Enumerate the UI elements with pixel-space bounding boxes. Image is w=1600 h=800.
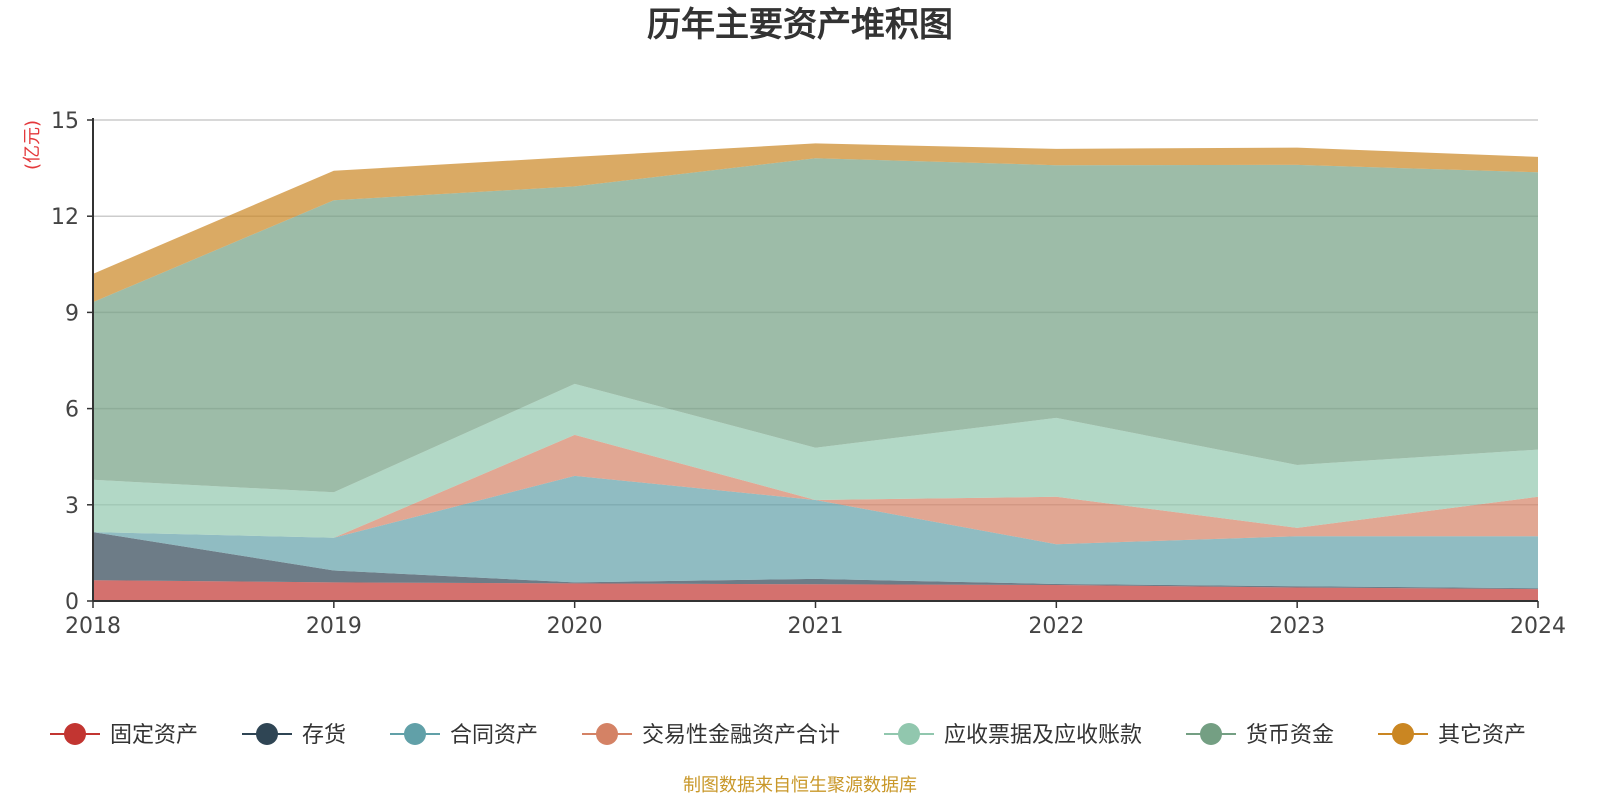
x-tick-label: 2018 <box>65 614 121 639</box>
x-tick-label: 2019 <box>306 614 362 639</box>
area-series-2 <box>93 475 1538 589</box>
legend-marker-icon <box>404 723 426 745</box>
legend-marker-icon <box>64 723 86 745</box>
area-series-4 <box>93 383 1538 538</box>
legend-label: 存货 <box>302 723 346 748</box>
legend-item-1[interactable]: 存货 <box>242 723 346 748</box>
area-series-group <box>93 143 1538 601</box>
y-tick-label: 0 <box>65 590 79 615</box>
legend-label: 货币资金 <box>1246 723 1334 748</box>
y-tick-label: 15 <box>51 109 79 134</box>
x-tick-label: 2024 <box>1510 614 1566 639</box>
legend: 固定资产 存货 合同资产 交易性金融资产合计 应收票据及应收账款 货币资金 其它资产 <box>50 723 1526 748</box>
legend-label: 合同资产 <box>450 723 538 748</box>
area-series-3 <box>93 434 1538 545</box>
x-tick-label: 2023 <box>1269 614 1325 639</box>
legend-marker-icon <box>898 723 920 745</box>
legend-item-2[interactable]: 合同资产 <box>390 723 538 748</box>
legend-label: 其它资产 <box>1438 723 1526 748</box>
x-tick-label: 2020 <box>547 614 603 639</box>
legend-label: 交易性金融资产合计 <box>642 723 840 748</box>
y-axis-unit-label: (亿元) <box>22 120 43 170</box>
y-tick-label: 6 <box>65 398 79 423</box>
area-series-0 <box>93 580 1538 601</box>
area-series-6 <box>93 143 1538 303</box>
x-tick-label: 2021 <box>788 614 844 639</box>
legend-marker-icon <box>596 723 618 745</box>
y-tick-label: 3 <box>65 494 79 519</box>
legend-label: 固定资产 <box>110 723 198 748</box>
x-tick-label: 2022 <box>1028 614 1084 639</box>
legend-item-6[interactable]: 其它资产 <box>1378 723 1526 748</box>
area-series-5 <box>93 158 1538 493</box>
y-tick-label: 12 <box>51 205 79 230</box>
legend-item-4[interactable]: 应收票据及应收账款 <box>884 723 1142 748</box>
data-source-note: 制图数据来自恒生聚源数据库 <box>683 775 917 796</box>
chart-title: 历年主要资产堆积图 <box>647 5 953 45</box>
legend-item-0[interactable]: 固定资产 <box>50 723 198 748</box>
legend-label: 应收票据及应收账款 <box>944 723 1142 748</box>
legend-marker-icon <box>256 723 278 745</box>
axes: 0 3 6 9 12 15 2018 2019 2020 2021 2022 2023 2024 <box>51 109 1566 639</box>
y-tick-label: 9 <box>65 301 79 326</box>
legend-item-5[interactable]: 货币资金 <box>1186 723 1334 748</box>
legend-marker-icon <box>1392 723 1414 745</box>
legend-marker-icon <box>1200 723 1222 745</box>
legend-item-3[interactable]: 交易性金融资产合计 <box>582 723 840 748</box>
